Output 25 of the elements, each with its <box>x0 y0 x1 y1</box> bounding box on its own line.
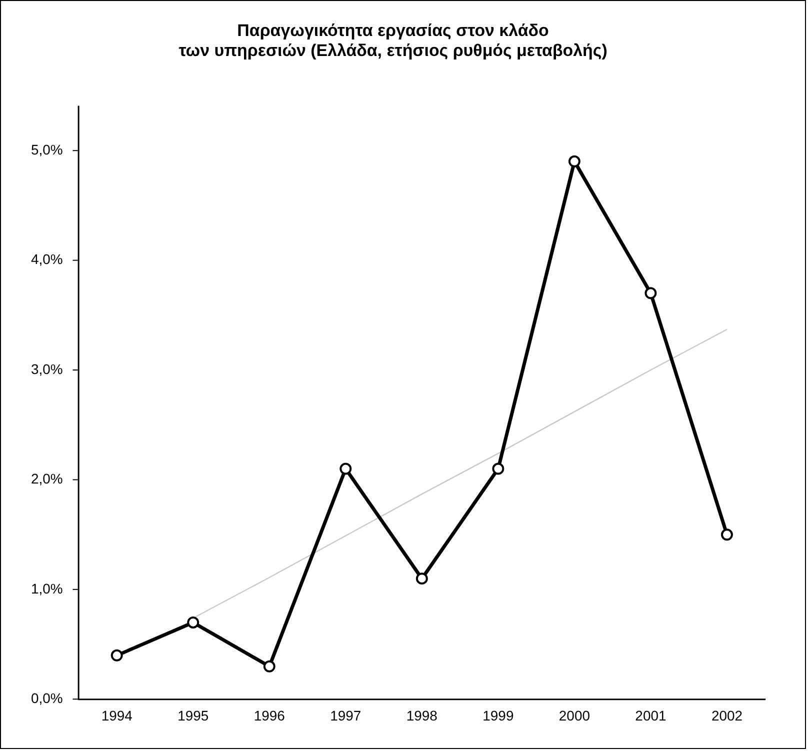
point <box>110 649 123 662</box>
x-tick-label: 2002 <box>711 708 743 724</box>
x-tick-label: 2001 <box>635 708 666 724</box>
x-tick-label: 1998 <box>406 708 438 724</box>
x-tick-label: 1999 <box>482 708 514 724</box>
y-tick-label: 5,0% <box>30 141 63 158</box>
point <box>568 155 580 168</box>
y-tick-label: 2,0% <box>30 470 63 487</box>
point <box>416 572 428 585</box>
point <box>720 528 733 541</box>
y-tick-label: 4,0% <box>30 251 63 268</box>
y-tick-label: 0,0% <box>30 690 63 706</box>
chart-title: Παραγωγικότητα εργασίας στον κλάδο των υπηρεσιών (Ελλάδα, ετήσιος ρυθμός μεταβολής) <box>178 20 608 60</box>
x-tick-label: 1996 <box>254 708 286 724</box>
point <box>187 616 200 628</box>
x-tick-label: 1994 <box>101 708 133 724</box>
point <box>492 462 504 475</box>
y-tick-label: 3,0% <box>30 360 63 377</box>
x-tick-label: 1997 <box>330 708 362 724</box>
point <box>644 287 657 300</box>
x-tick-label: 2000 <box>558 708 590 724</box>
point <box>263 660 276 672</box>
point <box>340 462 352 475</box>
y-tick-label: 1,0% <box>30 580 63 596</box>
x-tick-label: 1995 <box>178 708 209 724</box>
